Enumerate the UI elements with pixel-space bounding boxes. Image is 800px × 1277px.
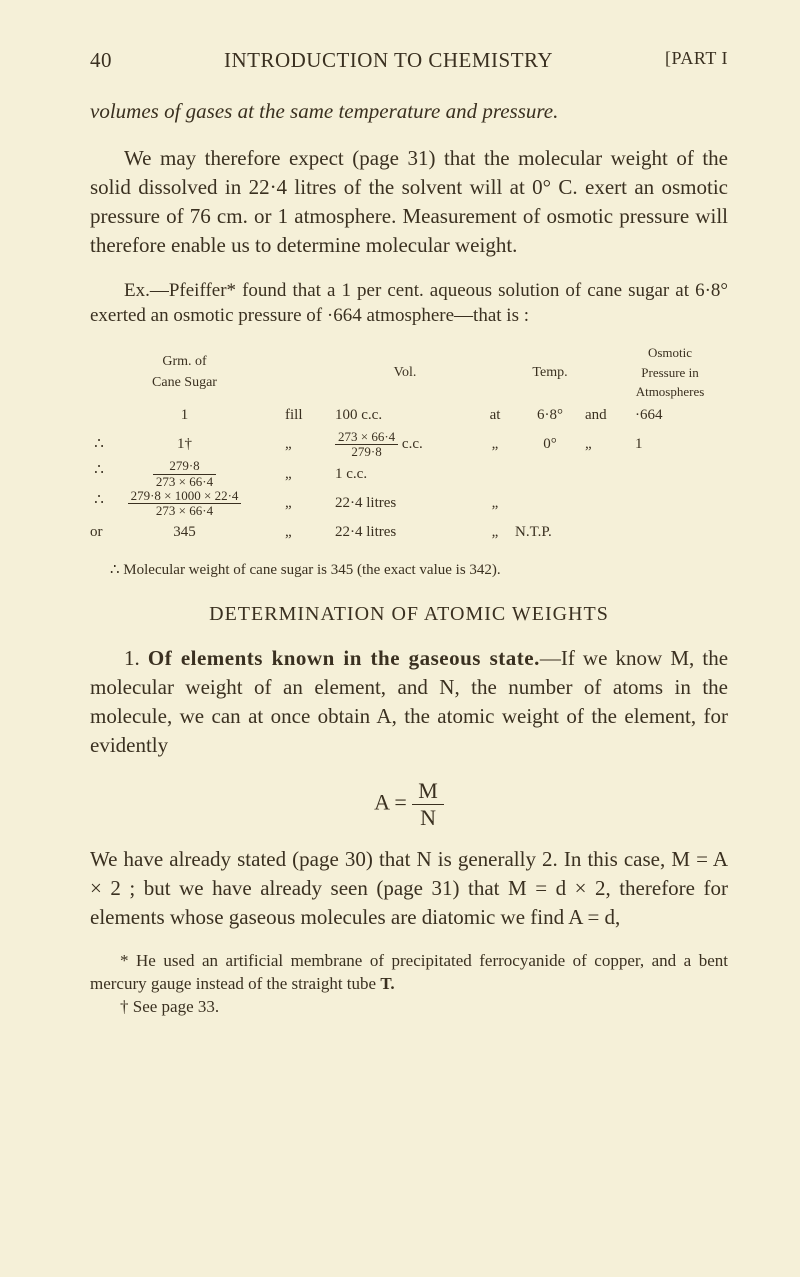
denominator: 273 × 66·4 bbox=[153, 475, 216, 489]
col-header: Temp. bbox=[515, 362, 585, 383]
cell: 6·8° bbox=[515, 404, 585, 427]
text: 345 bbox=[173, 524, 196, 540]
page-title: INTRODUCTION TO CHEMISTRY bbox=[224, 48, 553, 73]
col-header: Vol. bbox=[335, 362, 475, 383]
text: Osmotic bbox=[635, 343, 705, 363]
footnote: † See page 33. bbox=[90, 996, 728, 1019]
fraction: 279·8 273 × 66·4 bbox=[153, 459, 216, 489]
cell: at bbox=[475, 404, 515, 427]
text: * He used an artificial membrane of prec… bbox=[90, 951, 728, 993]
data-table: Grm. of Cane Sugar Vol. Temp. Osmotic Pr… bbox=[90, 343, 728, 546]
cell: N.T.P. bbox=[515, 521, 585, 544]
table-row: or 345 „ 22·4 litres „ N.T.P. bbox=[90, 518, 728, 546]
table-note: ∴ Molecular weight of cane sugar is 345 … bbox=[90, 560, 728, 581]
cell: „ bbox=[285, 463, 335, 486]
numerator: 279·8 bbox=[153, 459, 216, 474]
part-label: [PART I bbox=[665, 48, 728, 73]
bold-heading: Of elements known in the gaseous state. bbox=[148, 646, 540, 670]
therefore-icon: ∴ bbox=[90, 489, 108, 512]
cell: 22·4 litres bbox=[335, 521, 475, 544]
denominator: 279·8 bbox=[335, 445, 398, 459]
cell: 1 bbox=[635, 433, 705, 456]
table-header-row: Grm. of Cane Sugar Vol. Temp. Osmotic Pr… bbox=[90, 343, 728, 402]
text: Grm. of bbox=[90, 351, 279, 372]
therefore-icon: ∴ bbox=[90, 459, 108, 482]
cell: 100 c.c. bbox=[335, 404, 475, 427]
therefore-icon: ∴ bbox=[90, 433, 108, 456]
cell: „ bbox=[475, 492, 515, 515]
footnote: * He used an artificial membrane of prec… bbox=[90, 950, 728, 996]
numerator: 279·8 × 1000 × 22·4 bbox=[128, 489, 242, 504]
cell: „ bbox=[285, 433, 335, 456]
body-paragraph: We may therefore expect (page 31) that t… bbox=[90, 144, 728, 260]
denominator: 273 × 66·4 bbox=[128, 504, 242, 518]
text: or bbox=[90, 521, 103, 544]
section-heading: DETERMINATION OF ATOMIC WEIGHTS bbox=[90, 603, 728, 626]
text: 1. bbox=[124, 646, 148, 670]
cell: fill bbox=[285, 404, 335, 427]
cell: ∴ 279·8 273 × 66·4 bbox=[90, 459, 285, 489]
cell: ∴ 279·8 × 1000 × 22·4 273 × 66·4 bbox=[90, 489, 285, 519]
page-container: 40 INTRODUCTION TO CHEMISTRY [PART I vol… bbox=[0, 0, 800, 1277]
text: Cane Sugar bbox=[90, 372, 279, 393]
cell: and bbox=[585, 404, 635, 427]
col-header: Grm. of Cane Sugar bbox=[90, 351, 285, 393]
cell: „ bbox=[285, 521, 335, 544]
section-paragraph: 1. Of elements known in the gaseous stat… bbox=[90, 644, 728, 760]
numerator: 273 × 66·4 bbox=[335, 430, 398, 445]
cell: 1 c.c. bbox=[335, 463, 475, 486]
text: Pressure in bbox=[635, 363, 705, 383]
cell: ·664 bbox=[635, 404, 705, 427]
cell: ∴ 1† bbox=[90, 433, 285, 456]
text: T. bbox=[380, 974, 394, 993]
running-header: 40 INTRODUCTION TO CHEMISTRY [PART I bbox=[90, 48, 728, 73]
table-row: 1 fill 100 c.c. at 6·8° and ·664 bbox=[90, 402, 728, 430]
table-row: ∴ 279·8 × 1000 × 22·4 273 × 66·4 „ 22·4 … bbox=[90, 489, 728, 519]
cell: „ bbox=[585, 433, 635, 456]
equation-lhs: A = bbox=[374, 790, 407, 815]
cell: „ bbox=[285, 492, 335, 515]
page-number: 40 bbox=[90, 48, 112, 73]
col-header: Osmotic Pressure in Atmospheres bbox=[635, 343, 705, 402]
continuation-line: volumes of gases at the same temperature… bbox=[90, 97, 728, 126]
text: 1† bbox=[177, 436, 192, 452]
cell: 1 bbox=[90, 404, 285, 427]
example-paragraph: Ex.—Pfeiffer* found that a 1 per cent. a… bbox=[90, 278, 728, 329]
text: c.c. bbox=[402, 436, 423, 452]
cell: 0° bbox=[515, 433, 585, 456]
cell: 273 × 66·4 279·8 c.c. bbox=[335, 430, 475, 460]
cell: „ bbox=[475, 433, 515, 456]
fraction: M N bbox=[412, 778, 444, 831]
fraction: 273 × 66·4 279·8 bbox=[335, 430, 398, 460]
text: volumes of gases at the same temperature… bbox=[90, 99, 558, 123]
cell: 22·4 litres bbox=[335, 492, 475, 515]
cell: „ bbox=[475, 521, 515, 544]
fraction: 279·8 × 1000 × 22·4 273 × 66·4 bbox=[128, 489, 242, 519]
denominator: N bbox=[412, 805, 444, 831]
text: Atmospheres bbox=[635, 382, 705, 402]
equation: A = M N bbox=[90, 778, 728, 831]
section-paragraph: We have already stated (page 30) that N … bbox=[90, 845, 728, 932]
numerator: M bbox=[412, 778, 444, 805]
table-row: ∴ 279·8 273 × 66·4 „ 1 c.c. bbox=[90, 459, 728, 489]
table-row: ∴ 1† „ 273 × 66·4 279·8 c.c. „ 0° „ 1 bbox=[90, 430, 728, 460]
cell: or 345 bbox=[90, 521, 285, 544]
